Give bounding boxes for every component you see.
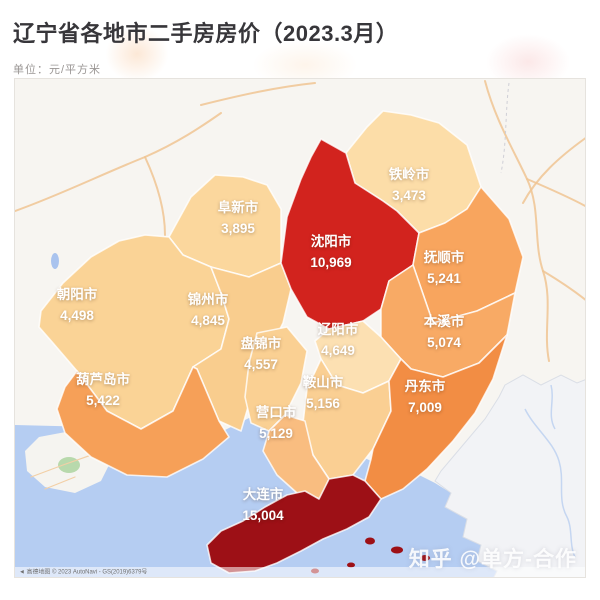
road-lines bbox=[15, 80, 585, 362]
region-huludao bbox=[56, 366, 230, 478]
choropleth-map: 铁岭市 3,473 阜新市 3,895 沈阳市 10,969 抚顺市 5,241… bbox=[14, 78, 586, 578]
region-panjin bbox=[244, 326, 308, 432]
attribution-bar bbox=[15, 567, 585, 577]
neighbor-land-korea bbox=[434, 374, 585, 577]
zhihu-watermark: 知乎 @单方-合作 bbox=[408, 548, 577, 571]
road bbox=[30, 452, 98, 478]
page-title: 辽宁省各地市二手房房价（2023.3月） bbox=[13, 21, 399, 46]
map-canvas bbox=[15, 80, 585, 577]
region-anshan bbox=[302, 358, 392, 480]
region-shenyang bbox=[280, 138, 420, 330]
lake bbox=[51, 253, 59, 269]
region-dandong bbox=[364, 334, 508, 500]
river bbox=[524, 408, 576, 558]
road bbox=[44, 476, 76, 490]
map-attribution: ◄ 高德地图 © 2023 AutoNavi - GS(2019)6379号 bbox=[19, 569, 148, 576]
river bbox=[550, 384, 556, 430]
unit-label: 单位：元/平方米 bbox=[13, 64, 102, 76]
